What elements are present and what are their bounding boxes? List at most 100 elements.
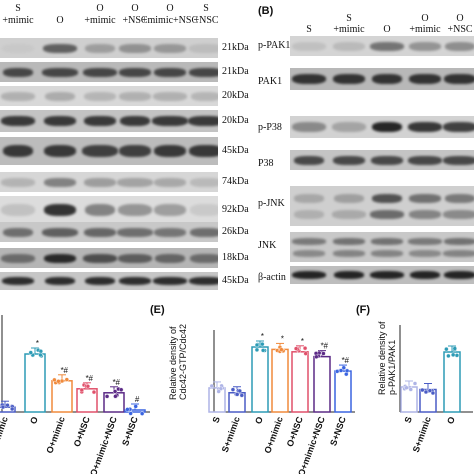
left-band-r9-l4 [118,253,152,263]
chart0-point-4-5 [119,387,124,392]
chart0-point-3-2 [91,389,97,395]
left-band-r10-l1 [1,276,35,286]
left-band-r4-l3 [84,116,116,126]
chart0-point-2-4 [56,379,61,384]
left-band-r9-l5 [154,253,186,263]
left-blot-strip-5 [0,137,218,165]
chart1-point-1-2 [239,393,245,398]
right-band-r4-b0-l2 [333,155,365,165]
right-band-r1-b0-l2 [332,41,366,51]
right-band-r5-b0-l1 [293,194,325,203]
chart1-xtick-1: S+mimic [220,415,242,453]
left-blot-strip-8 [0,222,218,242]
chart1-point-6-3 [338,368,344,373]
right-band-r6-b0-l5 [443,238,474,245]
chart1-bar-5 [313,355,331,413]
header-line2-col0: +mimic [2,15,34,26]
left-band-r9-l3 [82,253,118,263]
right-band-r4-b0-l3 [371,155,403,165]
left-band-r1-l1 [1,43,35,53]
chart1-point-6-4 [341,365,346,370]
chart0-xtick-4: O+mimic+NSC [88,415,119,474]
chart2-point-2-4 [444,346,449,352]
chart1-point-3-5 [279,347,284,352]
chart0-point-5-5 [125,407,130,412]
left-band-r6-l4 [117,177,153,187]
chart2-point-1-3 [427,388,433,393]
size-label-5: 45kDa [222,145,249,156]
right-band-r2-b0-l4 [408,74,441,84]
header-line2-col2: +mimic [84,15,116,26]
chart2-xtick-1: S+mimic [411,415,433,453]
left-band-r4-l5 [152,116,188,126]
left-band-r5-l6 [189,144,218,158]
chart2-xtick-0: S [402,415,413,424]
right-band-r6-b0-l2 [332,238,366,245]
left-blot-strip-3 [0,86,218,106]
rheader-line2-col2: O [383,24,391,35]
right-band-r5-b0-l2 [333,194,365,203]
size-label-10: 45kDa [222,275,249,286]
header-line2-col1: O [56,15,64,26]
chart1-point-0-5 [209,383,214,389]
right-band-r6-b1-l2 [333,250,365,257]
chart0-annotation-4: *# [112,378,120,387]
chart0-point-5-1 [139,411,145,416]
chart1-point-5-3 [321,351,326,356]
chart1-bar-3 [271,348,289,413]
chart1-point-4-1 [302,345,308,351]
chart0-point-1-4 [28,350,33,355]
right-band-r2-b0-l1 [291,74,327,84]
right-band-r1-b0-l4 [408,41,442,51]
left-band-r6-l5 [153,177,187,187]
panel-letter-b: (B) [258,5,274,17]
left-band-r2-l6 [188,67,218,77]
size-label-7: 92kDa [222,204,249,215]
right-blot-strip-4 [290,150,474,170]
right-blot-strip-1 [290,36,474,56]
right-band-r1-b0-l3 [369,41,405,51]
right-band-r3-b0-l2 [331,122,367,132]
left-band-r8-l5 [153,227,187,237]
right-band-r5-b1-l4 [409,210,441,219]
right-band-r2-b0-l5 [444,74,474,84]
chart1-ylabel-line2: Cdc42-GTP/Cdc42 [178,324,188,400]
left-band-r9-l6 [190,253,218,263]
right-blot-strip-6 [290,232,474,262]
right-band-r4-b0-l5 [442,155,474,165]
right-band-r2-b0-l3 [371,74,403,84]
protein-label-6: JNK [258,240,277,251]
chart0-xtick-0: +mimic [0,415,10,448]
right-band-r5-b1-l2 [331,210,367,219]
left-band-r7-l5 [153,203,187,217]
header-line1-col3: O [131,3,139,14]
header-line1-col5: S [203,3,209,14]
right-band-r6-b1-l1 [292,250,326,257]
right-blot-strip-2 [290,68,474,90]
right-band-r2-b0-l2 [333,74,365,84]
rheader-line2-col1: +mimic [333,24,365,35]
chart1-annotation-2: * [260,332,264,341]
chart0-xtick-1: O [28,415,40,425]
left-band-r3-l6 [190,91,218,101]
left-band-r5-l3 [82,144,118,158]
right-band-r6-b0-l1 [291,238,327,245]
size-label-8: 26kDa [222,226,249,237]
right-band-r3-b0-l1 [292,122,326,132]
chart2-point-1-2 [423,389,429,395]
rheader-line2-col3: +mimic [409,24,441,35]
chart0-point-3-5 [79,387,84,393]
chart1-xtick-6: S+NSC [328,415,348,447]
left-band-r5-l4 [119,144,151,158]
chart0-annotation-5: # [135,395,140,404]
chart0-point-4-0 [112,389,118,394]
chart0-bar-2 [51,380,73,413]
left-band-r2-l2 [42,67,78,77]
left-band-r8-l3 [84,227,116,237]
chart1-bar-4 [291,351,309,413]
left-band-r2-l3 [83,67,117,77]
chart0-xtick-3: O+NSC [72,415,92,448]
left-blot-strip-6 [0,172,218,192]
chart2-xtick-2: O [445,415,457,425]
chart1-xtick-3: O+mimic [262,415,284,454]
